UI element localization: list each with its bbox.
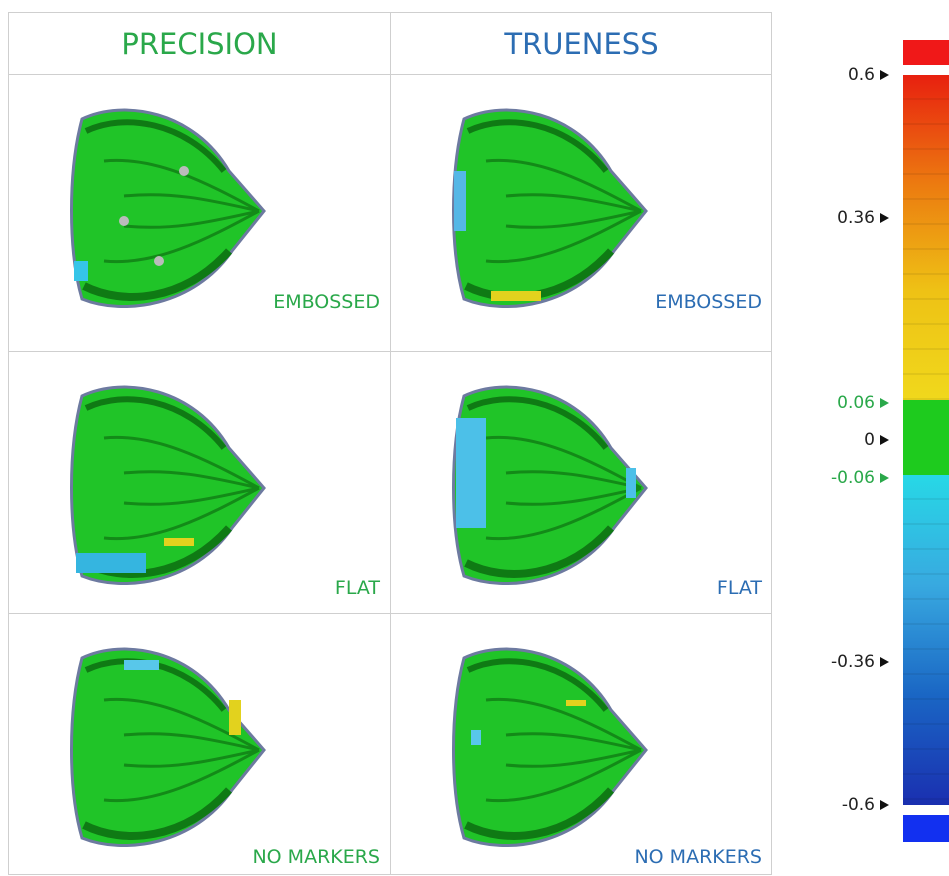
scan-cell: NO MARKERS	[9, 614, 390, 876]
scan-image	[446, 640, 656, 860]
cell-label: NO MARKERS	[634, 846, 762, 868]
cell-label: NO MARKERS	[252, 846, 380, 868]
scale-band	[903, 75, 949, 400]
scan-image	[64, 101, 274, 321]
divider	[9, 74, 771, 75]
scale-label: 0.06	[837, 393, 889, 413]
column-header: TRUENESS	[504, 26, 659, 61]
cell-label: EMBOSSED	[655, 291, 762, 313]
scan-image	[446, 378, 656, 598]
cell-label: EMBOSSED	[273, 291, 380, 313]
scale-band	[903, 815, 949, 842]
scan-image	[64, 378, 274, 598]
scan-cell: FLAT	[9, 352, 390, 613]
scan-image	[64, 640, 274, 860]
scale-label: -0.06	[831, 468, 889, 488]
scale-label: 0	[864, 430, 889, 450]
scan-image	[446, 101, 656, 321]
divider	[390, 13, 391, 874]
scale-label: -0.6	[842, 795, 889, 815]
scan-cell: NO MARKERS	[391, 614, 772, 876]
scale-band	[903, 475, 949, 805]
divider	[9, 613, 771, 614]
cell-label: FLAT	[334, 577, 380, 599]
column-header: PRECISION	[121, 26, 278, 61]
scale-band	[903, 400, 949, 475]
scale-label: 0.6	[848, 65, 889, 85]
cell-label: FLAT	[716, 577, 762, 599]
scale-band	[903, 40, 949, 65]
scan-cell: EMBOSSED	[9, 75, 390, 351]
scan-cell: FLAT	[391, 352, 772, 613]
divider	[9, 351, 771, 352]
scan-cell: EMBOSSED	[391, 75, 772, 351]
scale-label: -0.36	[831, 652, 889, 672]
comparison-grid: PRECISION TRUENESS EMBOSSED EMBOSSED FLA…	[8, 12, 772, 875]
scale-label: 0.36	[837, 208, 889, 228]
